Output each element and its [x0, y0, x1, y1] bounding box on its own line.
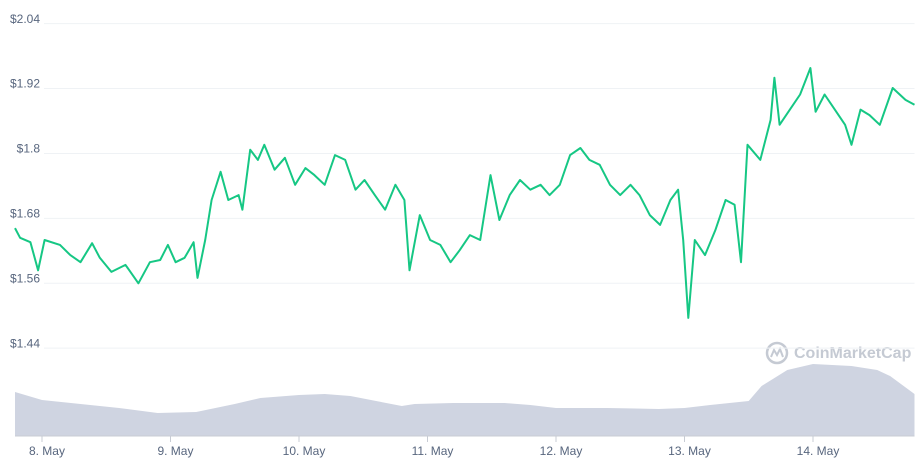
x-tick-label: 11. May [412, 444, 454, 458]
x-tick-label: 10. May [283, 444, 326, 458]
y-tick-label: $2.04 [10, 12, 40, 26]
y-tick-label: $1.8 [17, 142, 41, 156]
watermark-logo [765, 341, 789, 365]
watermark: CoinMarketCap [794, 345, 912, 362]
x-tick-label: 8. May [29, 444, 65, 458]
x-tick-label: 13. May [668, 444, 711, 458]
volume-area [15, 364, 915, 436]
x-tick-label: 12. May [540, 444, 583, 458]
y-tick-label: $1.56 [10, 271, 40, 285]
x-tick-label: 14. May [797, 444, 840, 458]
y-tick-label: $1.68 [10, 207, 40, 221]
y-tick-label: $1.92 [10, 77, 40, 91]
y-tick-label: $1.44 [10, 336, 40, 350]
price-line [14, 67, 915, 319]
x-tick-label: 9. May [157, 444, 193, 458]
